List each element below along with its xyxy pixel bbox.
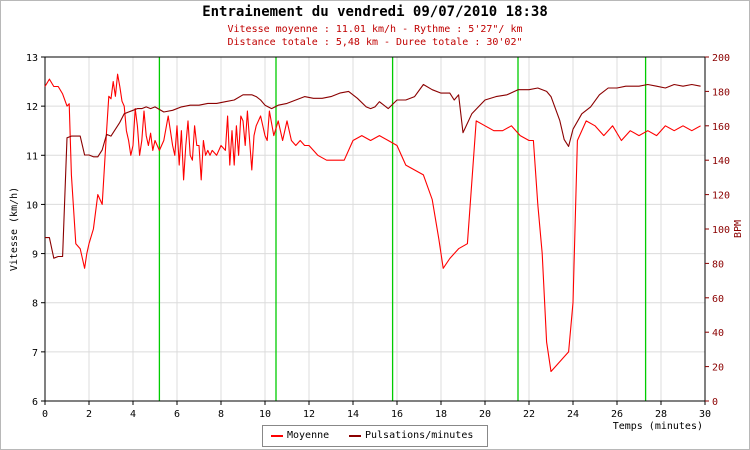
y-left-tick-label: 10 <box>26 200 38 211</box>
y-left-tick-label: 7 <box>32 348 38 359</box>
legend-item-moyenne: Moyenne <box>271 430 329 441</box>
x-tick-label: 22 <box>523 409 535 420</box>
x-tick-label: 0 <box>42 409 48 420</box>
y-right-tick-label: 80 <box>712 259 724 270</box>
y-right-tick-label: 200 <box>712 53 730 64</box>
x-tick-label: 16 <box>391 409 403 420</box>
x-tick-label: 24 <box>567 409 579 420</box>
x-tick-label: 14 <box>347 409 359 420</box>
plot-area-border <box>44 56 706 402</box>
x-axis-ticks: 0 2 4 6 8 10 12 14 16 18 20 22 24 26 28 30 <box>42 401 711 420</box>
km-markers <box>158 57 647 401</box>
y-right-tick-label: 140 <box>712 156 730 167</box>
y-left-tick-label: 9 <box>32 250 38 261</box>
x-tick-label: 28 <box>655 409 667 420</box>
legend-swatch-moyenne <box>271 434 283 437</box>
legend-label-pulsations: Pulsations/minutes <box>365 430 474 441</box>
chart-title: Entrainement du vendredi 09/07/2010 18:3… <box>202 4 548 20</box>
y-right-tick-label: 60 <box>712 294 724 305</box>
x-tick-label: 8 <box>218 409 224 420</box>
x-tick-label: 6 <box>174 409 180 420</box>
y-left-tick-label: 13 <box>26 53 38 64</box>
series-line-pulsations <box>45 83 701 259</box>
legend-label-moyenne: Moyenne <box>287 430 330 441</box>
x-axis-label: Temps (minutes) <box>613 421 703 432</box>
x-tick-label: 18 <box>435 409 447 420</box>
y-left-axis-ticks: 6 7 8 9 10 11 12 13 <box>26 53 45 408</box>
y-left-tick-label: 12 <box>26 102 38 113</box>
y-right-tick-label: 40 <box>712 328 724 339</box>
legend-swatch-pulsations <box>349 434 361 437</box>
legend-item-pulsations: Pulsations/minutes <box>349 430 473 441</box>
y-left-axis-label: Vitesse (km/h) <box>9 187 20 271</box>
x-tick-label: 2 <box>86 409 92 420</box>
y-right-axis-ticks: 0 20 40 60 80 100 120 140 160 180 200 <box>705 53 730 408</box>
y-left-tick-label: 8 <box>32 299 38 310</box>
chart-subtitle-distance: Distance totale : 5,48 km - Duree totale… <box>227 37 523 48</box>
y-right-tick-label: 120 <box>712 191 730 202</box>
x-tick-label: 20 <box>479 409 491 420</box>
legend: Moyenne Pulsations/minutes <box>262 425 488 447</box>
y-left-tick-label: 11 <box>26 151 38 162</box>
y-right-tick-label: 180 <box>712 87 730 98</box>
grid-lines <box>44 56 706 402</box>
x-tick-label: 10 <box>259 409 271 420</box>
x-tick-label: 26 <box>611 409 623 420</box>
x-tick-label: 30 <box>699 409 711 420</box>
y-right-axis-label: BPM <box>733 220 744 238</box>
y-left-tick-label: 6 <box>32 397 38 408</box>
y-right-tick-label: 100 <box>712 225 730 236</box>
y-right-tick-label: 160 <box>712 122 730 133</box>
series-lines <box>44 73 701 373</box>
x-tick-label: 4 <box>130 409 136 420</box>
y-right-tick-label: 20 <box>712 363 724 374</box>
series-line-moyenne <box>44 73 701 373</box>
x-tick-label: 12 <box>303 409 315 420</box>
chart-subtitle-speed: Vitesse moyenne : 11.01 km/h - Rythme : … <box>227 24 523 35</box>
y-right-tick-label: 0 <box>712 397 718 408</box>
